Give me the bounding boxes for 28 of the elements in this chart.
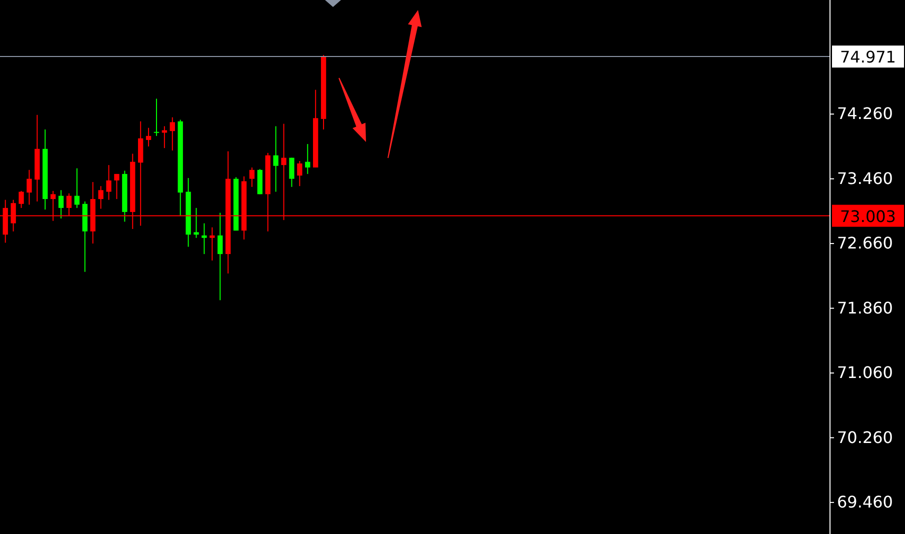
y-tick-label: 72.660 [837, 234, 893, 253]
candlestick [154, 98, 160, 136]
candlestick [114, 173, 120, 200]
candlestick [146, 127, 152, 147]
candlestick [297, 160, 302, 187]
candlestick [106, 164, 112, 200]
y-tick-label: 70.260 [837, 428, 893, 447]
candlestick [26, 169, 32, 206]
y-tick-label: 73.460 [837, 168, 893, 188]
candlestick [170, 116, 175, 151]
candlestick [98, 186, 104, 210]
candlestick [202, 222, 207, 255]
candlestick [74, 168, 80, 208]
candlestick [273, 126, 278, 192]
y-tick-label: 71.060 [837, 363, 893, 382]
ref-line-label: 73.003 [840, 206, 896, 226]
y-tick-label: 74.260 [837, 104, 893, 124]
candlestick [58, 190, 64, 219]
y-tick-label: 71.860 [837, 298, 893, 318]
candlestick [210, 226, 215, 262]
candlestick [249, 166, 255, 188]
candlestick [194, 207, 199, 238]
y-tick-label: 69.460 [837, 492, 893, 512]
ref-line-label: 74.971 [840, 48, 896, 67]
candlestick [289, 157, 294, 188]
candlestick [218, 212, 223, 301]
candlestick [18, 190, 24, 208]
candlestick [305, 144, 310, 174]
